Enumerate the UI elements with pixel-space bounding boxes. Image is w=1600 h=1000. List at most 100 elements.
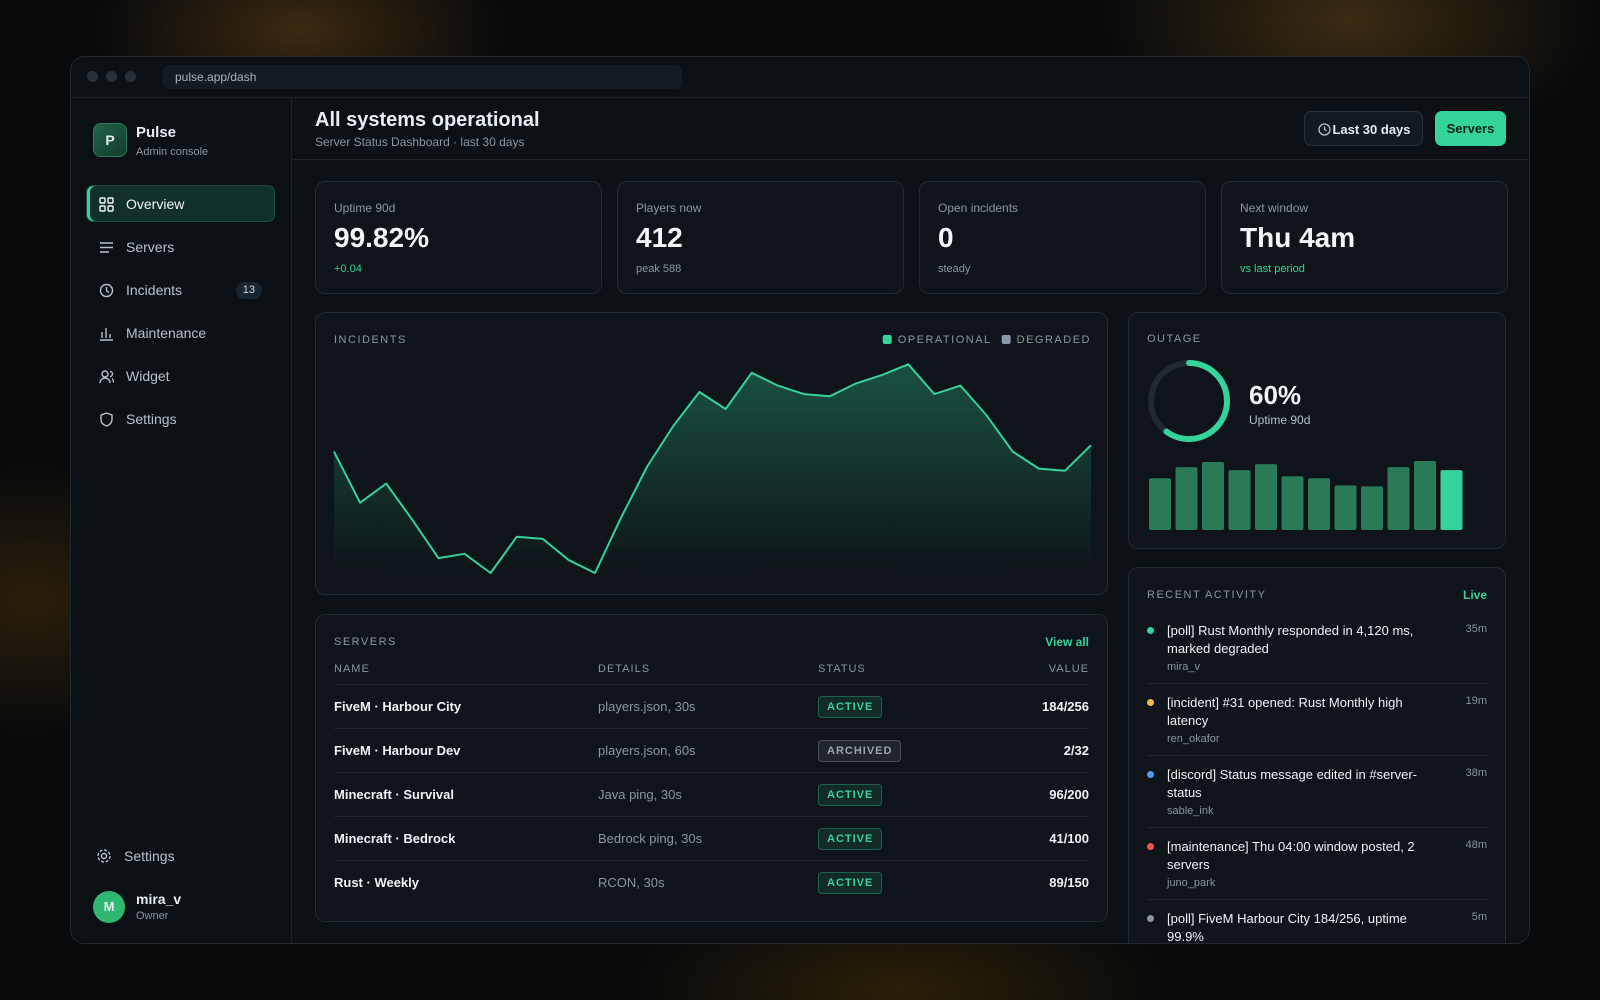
server-name: Minecraft · Bedrock: [334, 831, 456, 846]
nav-label: Widget: [126, 368, 170, 384]
activity-text: [maintenance] Thu 04:00 window posted, 2…: [1167, 839, 1415, 872]
activity-user: mira_v: [1167, 661, 1201, 673]
server-value: 2/32: [1063, 743, 1089, 758]
kpi-note: +0.04: [334, 263, 362, 275]
activity-item: [poll] FiveM Harbour City 184/256, uptim…: [1147, 900, 1487, 943]
range-button[interactable]: Last 30 days: [1304, 111, 1423, 146]
server-details: players.json, 30s: [598, 699, 696, 714]
server-details: Java ping, 30s: [598, 787, 682, 802]
outage-title: OUTAGE: [1147, 333, 1202, 345]
bar: [1334, 485, 1357, 530]
page-subtitle: Server Status Dashboard · last 30 days: [315, 135, 525, 149]
column-header: NAME: [334, 663, 370, 675]
status-pill: ACTIVE: [818, 872, 883, 894]
primary-button[interactable]: Servers: [1435, 111, 1506, 146]
kpi-note: steady: [938, 263, 971, 275]
activity-text: [poll] Rust Monthly responded in 4,120 m…: [1167, 623, 1414, 656]
kpi-note: vs last period: [1240, 263, 1305, 275]
activity-dot: [1147, 843, 1154, 850]
activity-text: [discord] Status message edited in #serv…: [1167, 767, 1418, 800]
live-indicator: Live: [1462, 588, 1487, 602]
nav-label: Overview: [126, 196, 185, 212]
user-avatar: M: [93, 891, 125, 923]
nav-item[interactable]: Servers: [86, 228, 275, 265]
activity-item: [maintenance] Thu 04:00 window posted, 2…: [1147, 828, 1487, 900]
activity-user: ren_okafor: [1167, 733, 1220, 745]
status-pill: ACTIVE: [818, 828, 883, 850]
server-name: Rust · Weekly: [334, 875, 420, 890]
window-dot: [87, 71, 98, 82]
column-header: DETAILS: [598, 663, 651, 675]
kpi-note: peak 588: [636, 263, 682, 275]
servers-card: SERVERS View all NAME DETAILS STATUS VALUE F…: [315, 614, 1108, 922]
outage-chart: OUTAGE 60% Uptime 90d: [1147, 333, 1463, 530]
kpi-value: 412: [636, 222, 683, 253]
app-window: pulse.app/dash P Pulse Admin console Ove…: [70, 56, 1530, 944]
bar: [1228, 470, 1251, 530]
kpi-label: Next window: [1240, 201, 1309, 215]
url-bar[interactable]: pulse.app/dash: [163, 65, 682, 89]
server-details: Bedrock ping, 30s: [598, 831, 703, 846]
server-value: 41/100: [1049, 831, 1089, 846]
title-bar: pulse.app/dash: [71, 57, 1529, 98]
incidents-card: INCIDENTS DEGRADED OPERATIONAL: [315, 312, 1108, 595]
gauge-label: 60%: [1249, 380, 1301, 410]
status-pill: ACTIVE: [818, 784, 883, 806]
server-row: Minecraft · Survival Java ping, 30s ACTIVE…: [334, 772, 1089, 817]
server-name: Minecraft · Survival: [334, 787, 454, 802]
activity-time: 19m: [1465, 695, 1487, 707]
kpi-label: Open incidents: [938, 201, 1019, 215]
server-value: 184/256: [1042, 699, 1089, 714]
bar: [1149, 478, 1171, 530]
nav-label: Incidents: [126, 282, 183, 298]
area-line: [333, 363, 1092, 574]
brand-name: Pulse: [136, 124, 177, 141]
activity-user: juno_park: [1167, 877, 1216, 889]
server-row: FiveM · Harbour City players.json, 30s ACT…: [334, 684, 1089, 729]
brand-icon: P: [93, 123, 127, 157]
user-role: Owner: [136, 910, 169, 922]
activity-item: [discord] Status message edited in #serv…: [1147, 756, 1487, 828]
nav-item[interactable]: Maintenance: [86, 314, 275, 351]
outage-card: OUTAGE 60% Uptime 90d: [1128, 312, 1506, 549]
user-name: mira_v: [136, 891, 182, 907]
footer-settings[interactable]: Settings: [96, 846, 175, 866]
activity-item: [incident] #31 opened: Rust Monthly high…: [1147, 684, 1487, 756]
activity-dot: [1147, 771, 1154, 778]
server-value: 89/150: [1049, 875, 1089, 890]
gauge-caption: Uptime 90d: [1249, 413, 1310, 427]
kpi-value: 99.82%: [334, 222, 429, 253]
column-header: STATUS: [818, 663, 866, 675]
range-button-label: Last 30 days: [1332, 122, 1411, 137]
kpi-value: Thu 4am: [1240, 222, 1356, 253]
server-name: FiveM · Harbour City: [334, 699, 462, 714]
activity-dot: [1147, 699, 1154, 706]
server-row: FiveM · Harbour Dev players.json, 60s ARCH…: [334, 728, 1089, 773]
chart-title: INCIDENTS: [334, 334, 407, 346]
nav-item[interactable]: Widget: [86, 357, 275, 394]
kpi-card: Next window Thu 4am vs last period: [1221, 181, 1508, 294]
activity-time: 38m: [1465, 767, 1487, 779]
kpi-card: Uptime 90d 99.82% +0.04: [315, 181, 602, 294]
bar: [1361, 486, 1383, 530]
nav-item[interactable]: Settings: [86, 400, 275, 437]
column-header: VALUE: [1048, 663, 1089, 675]
bar: [1255, 464, 1277, 530]
server-name: FiveM · Harbour Dev: [334, 743, 461, 758]
view-all-link[interactable]: View all: [1045, 635, 1089, 649]
bar: [1414, 461, 1436, 530]
nav-item[interactable]: Overview: [86, 185, 275, 222]
page-title: All systems operational: [315, 109, 540, 131]
window-dot: [106, 71, 117, 82]
bar: [1175, 467, 1198, 530]
incidents-chart: INCIDENTS DEGRADED OPERATIONAL: [333, 334, 1092, 574]
nav-badge: 13: [235, 282, 262, 299]
activity-card: RECENT ACTIVITY Live [poll] Rust Monthly…: [1128, 567, 1506, 943]
legend-label: DEGRADED: [1017, 334, 1091, 346]
activity-dot: [1147, 915, 1154, 922]
nav-item[interactable]: Incidents 13: [86, 271, 275, 308]
window-dot: [125, 71, 136, 82]
activity-list: [poll] Rust Monthly responded in 4,120 m…: [1129, 612, 1505, 943]
nav-label: Settings: [126, 411, 177, 427]
legend-label: OPERATIONAL: [898, 334, 992, 346]
